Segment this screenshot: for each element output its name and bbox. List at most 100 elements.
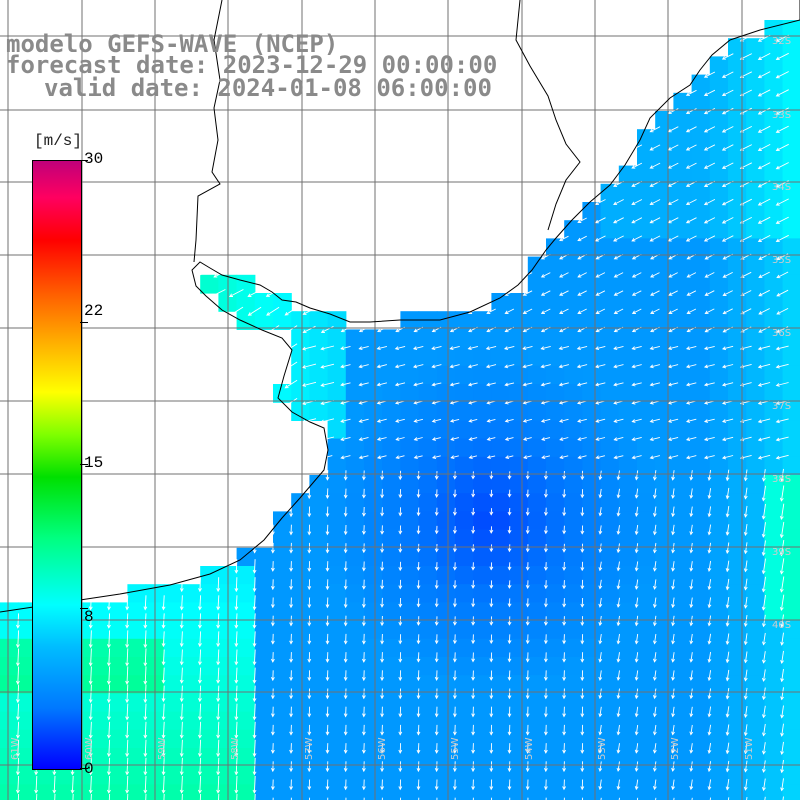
wind-arrowhead	[489, 493, 494, 498]
speed-cell	[582, 675, 602, 694]
wind-arrowhead	[757, 74, 762, 79]
wind-arrowhead	[398, 768, 403, 773]
wind-arrowhead	[358, 400, 363, 405]
wind-arrow	[708, 633, 712, 644]
wind-arrowhead	[125, 753, 130, 758]
speed-cell	[637, 365, 656, 385]
wind-arrow	[377, 364, 388, 368]
speed-cell	[527, 511, 547, 531]
speed-cell	[564, 402, 583, 421]
wind-arrow	[17, 721, 20, 738]
wind-arrow	[654, 524, 657, 535]
wind-arrow	[199, 757, 202, 775]
wind-arrowhead	[434, 475, 439, 480]
wind-arrowhead	[452, 640, 457, 645]
wind-arrow	[668, 418, 679, 423]
speed-cell	[127, 748, 147, 767]
wind-arrowhead	[598, 567, 603, 572]
wind-arrow	[704, 235, 716, 242]
wind-arrow	[599, 579, 602, 589]
wind-arrowhead	[543, 548, 548, 553]
wind-arrow	[781, 614, 784, 627]
wind-arrow	[577, 290, 587, 296]
speed-cell	[400, 620, 420, 640]
wind-arrowhead	[247, 293, 252, 297]
wind-arrowhead	[598, 622, 603, 627]
wind-arrowhead	[380, 786, 384, 791]
wind-arrowhead	[686, 292, 691, 296]
speed-cell	[382, 602, 401, 622]
wind-arrowhead	[707, 749, 712, 754]
wind-arrowhead	[358, 437, 363, 441]
wind-arrow	[523, 364, 533, 368]
speed-cell	[364, 347, 383, 367]
speed-cell	[254, 711, 274, 731]
wind-arrowhead	[452, 713, 457, 718]
wind-arrowhead	[580, 658, 585, 663]
wind-arrow	[613, 345, 624, 350]
wind-arrow	[632, 455, 642, 459]
wind-arrow	[486, 345, 497, 350]
speed-cell	[764, 238, 784, 258]
wind-arrow	[746, 797, 748, 800]
wind-arrowhead	[671, 713, 675, 718]
wind-arrow	[632, 364, 642, 368]
wind-arrowhead	[631, 219, 636, 224]
wind-arrowhead	[761, 497, 766, 502]
wind-arrow	[635, 724, 639, 735]
wind-arrowhead	[650, 255, 655, 260]
speed-cell	[182, 638, 201, 658]
wind-arrow	[722, 126, 734, 133]
speed-cell	[637, 238, 656, 258]
speed-cell	[273, 766, 292, 785]
speed-cell	[691, 584, 711, 603]
wind-arrow	[217, 613, 220, 628]
wind-arrowhead	[598, 640, 603, 645]
wind-arrowhead	[161, 698, 166, 703]
speed-cell	[782, 129, 800, 148]
wind-arrow	[631, 217, 643, 224]
speed-cell	[436, 638, 456, 658]
wind-arrow	[722, 71, 734, 78]
wind-arrow	[541, 308, 551, 314]
wind-arrow	[740, 363, 752, 368]
wind-arrowhead	[743, 659, 748, 664]
wind-arrow	[523, 437, 532, 441]
wind-arrow	[762, 558, 766, 574]
wind-arrowhead	[88, 606, 93, 611]
speed-cell	[254, 547, 274, 567]
speed-cell	[764, 711, 784, 731]
wind-arrow	[763, 705, 766, 718]
speed-cell	[418, 638, 438, 658]
wind-arrow	[776, 363, 789, 368]
wind-arrowhead	[270, 531, 275, 536]
wind-arrow	[672, 743, 675, 753]
wind-arrow	[90, 666, 92, 684]
wind-arrowhead	[707, 476, 712, 481]
speed-cell	[418, 384, 438, 403]
speed-cell	[655, 311, 674, 330]
speed-cell	[673, 238, 693, 258]
wind-arrowhead	[380, 768, 384, 773]
speed-cell	[473, 547, 492, 567]
wind-arrowhead	[380, 713, 384, 718]
wind-arrowhead	[15, 789, 20, 794]
wind-arrowhead	[780, 641, 784, 646]
wind-arrowhead	[434, 713, 439, 718]
wind-arrowhead	[775, 129, 780, 133]
wind-arrowhead	[543, 566, 548, 571]
wind-arrowhead	[685, 92, 690, 96]
wind-arrowhead	[504, 418, 509, 423]
speed-cell	[418, 456, 438, 476]
wind-arrowhead	[671, 531, 675, 536]
speed-cell	[345, 420, 365, 440]
speed-cell	[491, 675, 511, 694]
wind-arrowhead	[34, 789, 39, 794]
wind-arrowhead	[340, 364, 345, 369]
wind-arrow	[654, 652, 657, 662]
wind-arrow	[744, 742, 748, 754]
speed-cell	[309, 638, 329, 658]
speed-cell	[91, 766, 110, 785]
wind-arrowhead	[307, 695, 312, 700]
speed-cell	[364, 438, 383, 458]
